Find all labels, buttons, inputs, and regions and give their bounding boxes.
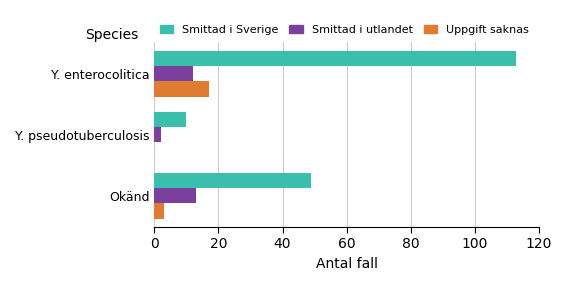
Bar [154, 112, 187, 127]
Bar [154, 173, 311, 188]
Text: Species: Species [85, 28, 138, 42]
Bar [154, 203, 164, 219]
Bar [154, 188, 196, 203]
Bar [154, 82, 209, 97]
Bar [154, 51, 517, 66]
X-axis label: Antal fall: Antal fall [316, 257, 378, 271]
Bar [154, 66, 193, 82]
Bar [154, 127, 161, 142]
Legend: Smittad i Sverige, Smittad i utlandet, Uppgift saknas: Smittad i Sverige, Smittad i utlandet, U… [155, 20, 533, 39]
